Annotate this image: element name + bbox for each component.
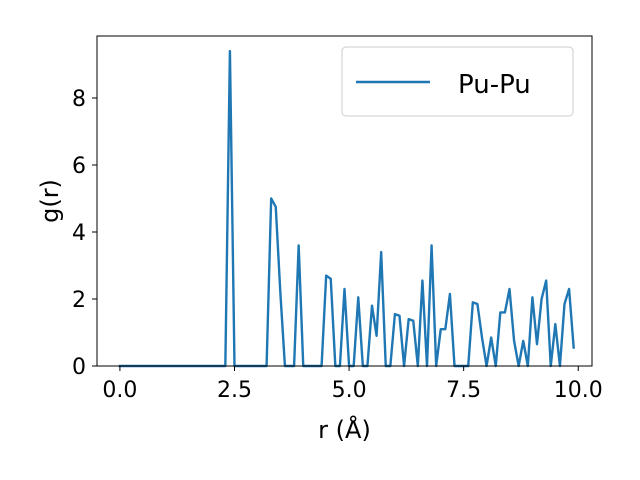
legend: Pu-Pu [341,46,574,117]
x-tick-label: 2.5 [217,378,252,403]
x-tick-label: 5.0 [332,378,367,403]
x-tick-label: 0.0 [102,378,137,403]
y-axis-label: g(r) [36,179,64,223]
legend-box [341,46,574,117]
y-tick-label: 8 [72,87,86,112]
y-tick-label: 0 [72,355,86,380]
legend-label-pu-pu: Pu-Pu [458,70,531,100]
x-tick-label: 7.5 [446,378,481,403]
x-axis-ticks: 0.0 2.5 5.0 7.5 10.0 [102,366,603,403]
x-tick-label: 10.0 [554,378,603,403]
y-tick-label: 6 [72,154,86,179]
axes-frame [96,35,593,367]
y-tick-label: 2 [72,288,86,313]
y-tick-label: 4 [72,221,86,246]
y-axis-ticks: 0 2 4 6 8 [72,87,97,380]
x-axis-label: r (Å) [318,415,371,444]
